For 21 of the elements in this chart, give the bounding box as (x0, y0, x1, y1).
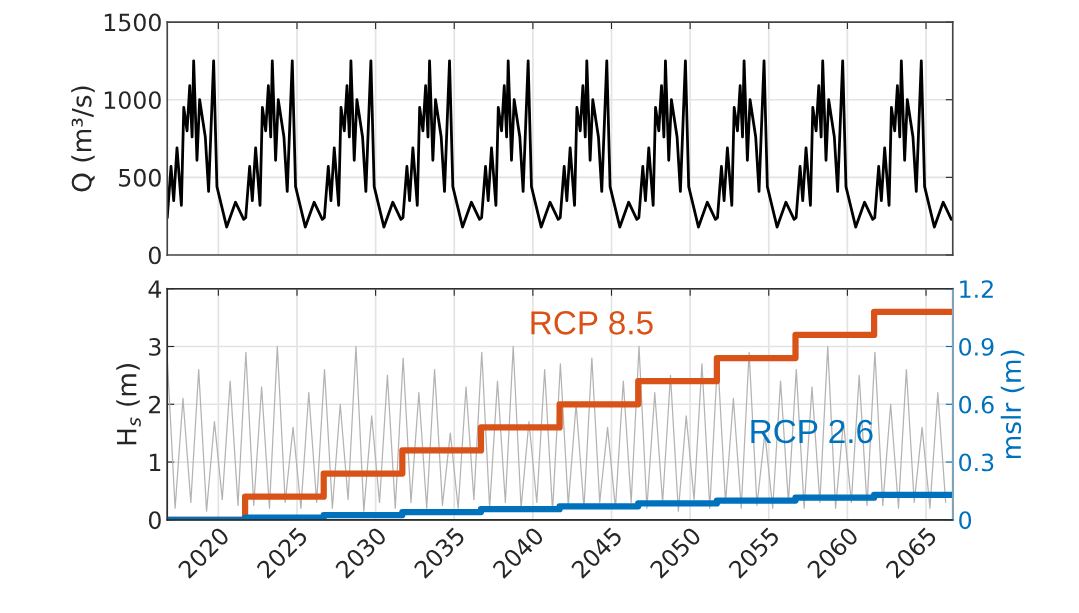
line-series (167, 59, 953, 229)
y-axis-title: H$_{s}$ (m) (116, 364, 141, 445)
series-label: RCP 2.6 (751, 419, 873, 444)
y-axis-title: Q (m³/s) (71, 86, 95, 192)
y2-tick-label: 0.9 (959, 337, 994, 356)
y2-tick-label: 0.3 (959, 453, 994, 472)
y-tick-label: 0 (148, 511, 161, 530)
y-tick-label: 500 (119, 168, 161, 187)
y2-tick-label: 0 (959, 511, 972, 530)
line-series (167, 345, 947, 512)
y-tick-label: 2 (149, 395, 161, 414)
series-label: RCP 8.5 (531, 311, 653, 335)
y2-tick-label: 0.6 (959, 395, 994, 414)
y-tick-label: 1 (149, 453, 161, 472)
y-tick-label: 4 (148, 280, 162, 298)
y2-tick-label: 1.2 (960, 280, 993, 298)
y-tick-label: 1500 (104, 13, 161, 32)
y-tick-label: 3 (149, 337, 161, 356)
y-tick-label: 0 (148, 246, 161, 265)
y2-axis-title: mslr (m) (1000, 350, 1025, 459)
y-tick-label: 1000 (104, 91, 161, 110)
